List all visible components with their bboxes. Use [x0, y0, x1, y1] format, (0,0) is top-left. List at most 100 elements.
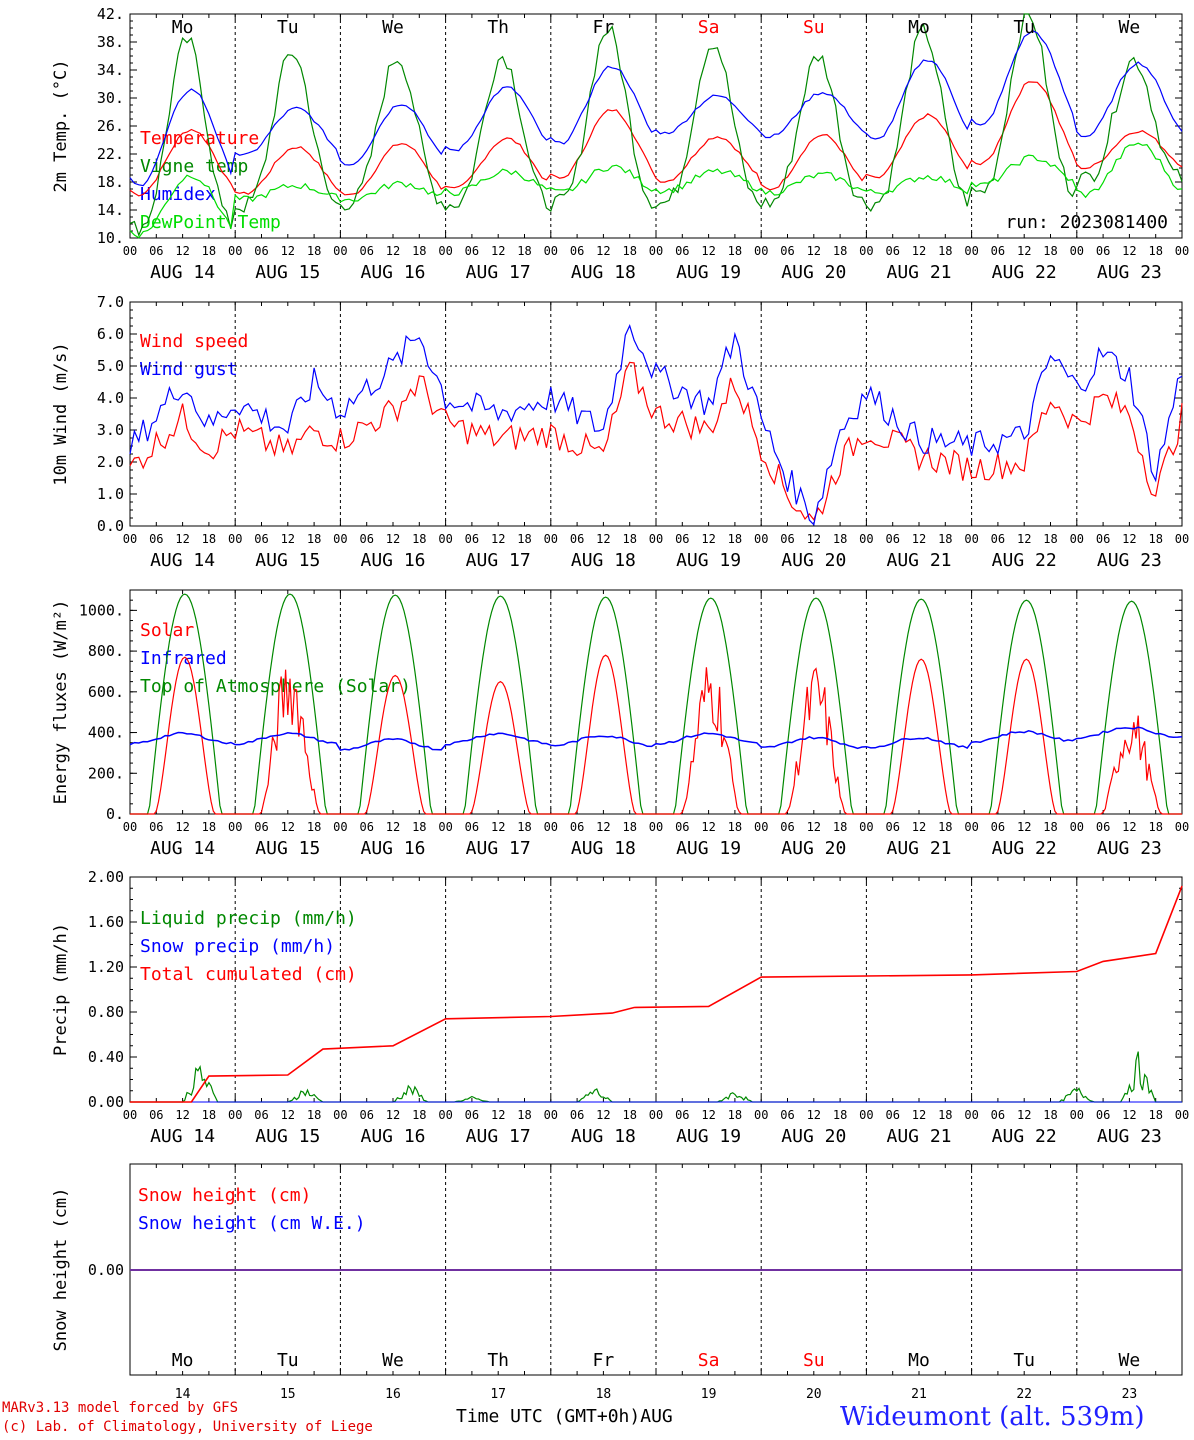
x-axis-month: AUG	[640, 1406, 673, 1427]
series-line	[129, 726, 1183, 751]
hour-tick-label: 00	[123, 820, 137, 834]
hour-tick-label: 18	[1148, 532, 1162, 546]
hour-tick-label: 18	[622, 532, 636, 546]
hour-tick-label: 06	[254, 820, 268, 834]
date-label: AUG 14	[150, 838, 215, 859]
hour-tick-label: 00	[859, 820, 873, 834]
hour-tick-label: 00	[1175, 244, 1189, 258]
hour-tick-label: 06	[149, 244, 163, 258]
hour-tick-label: 00	[1070, 1108, 1084, 1122]
y-tick-label: 10.	[97, 229, 124, 247]
y-tick-label: 14.	[97, 201, 124, 219]
hour-tick-label: 06	[780, 1108, 794, 1122]
hour-tick-label: 12	[1122, 244, 1136, 258]
date-label: AUG 23	[1097, 838, 1162, 859]
hour-tick-label: 00	[649, 532, 663, 546]
date-label: AUG 23	[1097, 1126, 1162, 1147]
date-label: AUG 18	[571, 550, 636, 571]
weekday-label: Tu	[1013, 17, 1035, 38]
hour-tick-label: 12	[281, 820, 295, 834]
y-tick-label: 1.0	[97, 485, 124, 503]
hour-tick-label: 06	[991, 820, 1005, 834]
date-label: AUG 16	[360, 1126, 425, 1147]
hour-tick-label: 18	[1148, 1108, 1162, 1122]
hour-tick-label: 06	[885, 820, 899, 834]
legend-entry: Snow height (cm W.E.)	[138, 1213, 366, 1234]
hour-tick-label: 18	[202, 244, 216, 258]
hour-tick-label: 12	[701, 532, 715, 546]
hour-tick-label: 12	[701, 244, 715, 258]
y-tick-label: 400.	[88, 724, 124, 742]
weekday-label: Su	[803, 17, 825, 38]
hour-tick-label: 06	[465, 820, 479, 834]
hour-tick-label: 06	[254, 532, 268, 546]
run-label: run: 2023081400	[1005, 212, 1168, 233]
date-label: AUG 22	[992, 550, 1057, 571]
date-label: AUG 22	[992, 1126, 1057, 1147]
date-label: AUG 17	[466, 838, 531, 859]
hour-tick-label: 06	[570, 820, 584, 834]
weekday-label: Sa	[698, 17, 720, 38]
hour-tick-label: 06	[465, 532, 479, 546]
hour-tick-label: 12	[386, 532, 400, 546]
hour-tick-label: 06	[991, 1108, 1005, 1122]
hour-tick-label: 12	[701, 1108, 715, 1122]
hour-tick-label: 00	[1070, 532, 1084, 546]
hour-tick-label: 06	[885, 532, 899, 546]
hour-tick-label: 12	[175, 820, 189, 834]
day-number: 22	[1016, 1387, 1032, 1402]
weekday-label: Su	[803, 1350, 825, 1371]
date-label: AUG 20	[781, 550, 846, 571]
station-name: Wideumont (alt. 539m)	[840, 1402, 1145, 1432]
day-number: 21	[911, 1387, 927, 1402]
date-label: AUG 15	[255, 1126, 320, 1147]
y-tick-label: 1000.	[79, 601, 124, 619]
hour-tick-label: 00	[544, 820, 558, 834]
hour-tick-label: 18	[728, 1108, 742, 1122]
day-number: 16	[385, 1387, 401, 1402]
legend-entry: Wind speed	[140, 331, 248, 352]
hour-tick-label: 00	[859, 1108, 873, 1122]
x-axis-label: Time UTC (GMT+0h)AUG	[456, 1406, 673, 1427]
date-label: AUG 15	[255, 262, 320, 283]
y-axis-label: Precip (mm/h)	[51, 923, 71, 1056]
hour-tick-label: 06	[254, 1108, 268, 1122]
hour-tick-label: 00	[754, 532, 768, 546]
hour-tick-label: 18	[517, 820, 531, 834]
weekday-label: Fr	[593, 1350, 615, 1371]
weekday-label: Sa	[698, 1350, 720, 1371]
hour-tick-label: 18	[833, 532, 847, 546]
hour-tick-label: 18	[412, 244, 426, 258]
weekday-label: Th	[487, 1350, 509, 1371]
hour-tick-label: 18	[412, 532, 426, 546]
hour-tick-label: 12	[491, 820, 505, 834]
date-label: AUG 14	[150, 262, 215, 283]
hour-tick-label: 06	[359, 532, 373, 546]
hour-tick-label: 18	[728, 820, 742, 834]
hour-tick-label: 00	[333, 1108, 347, 1122]
date-label: AUG 22	[992, 262, 1057, 283]
hour-tick-label: 18	[833, 820, 847, 834]
hour-tick-label: 06	[1096, 1108, 1110, 1122]
hour-tick-label: 06	[675, 532, 689, 546]
hour-tick-label: 12	[491, 532, 505, 546]
hour-tick-label: 12	[386, 1108, 400, 1122]
hour-tick-label: 00	[544, 532, 558, 546]
hour-tick-label: 06	[885, 1108, 899, 1122]
hour-tick-label: 18	[1148, 820, 1162, 834]
hour-tick-label: 18	[1148, 244, 1162, 258]
hour-tick-label: 00	[123, 532, 137, 546]
hour-tick-label: 00	[123, 244, 137, 258]
hour-tick-label: 00	[544, 1108, 558, 1122]
x-axis-title: Time UTC (GMT+0h)	[456, 1406, 641, 1427]
y-tick-label: 4.0	[97, 389, 124, 407]
hour-tick-label: 00	[228, 820, 242, 834]
y-axis-label: Energy fluxes (W/m²)	[51, 600, 71, 805]
hour-tick-label: 12	[807, 820, 821, 834]
hour-tick-label: 18	[1043, 244, 1057, 258]
hour-tick-label: 00	[1175, 532, 1189, 546]
hour-tick-label: 00	[649, 1108, 663, 1122]
hour-tick-label: 12	[701, 820, 715, 834]
hour-tick-label: 06	[675, 1108, 689, 1122]
hour-tick-label: 12	[807, 1108, 821, 1122]
